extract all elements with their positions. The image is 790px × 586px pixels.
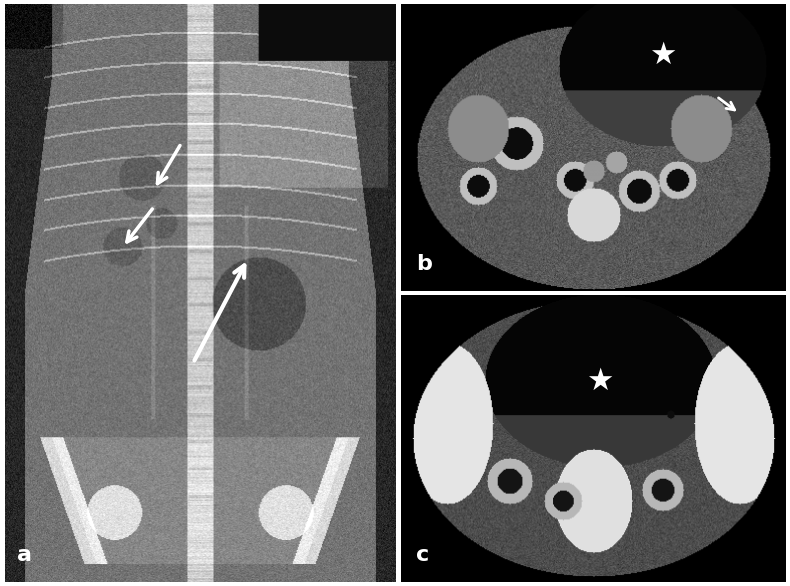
Text: ★: ★ — [586, 367, 614, 396]
Text: b: b — [416, 254, 432, 274]
Text: ★: ★ — [649, 41, 676, 70]
Text: a: a — [17, 545, 32, 565]
Text: c: c — [416, 545, 429, 565]
